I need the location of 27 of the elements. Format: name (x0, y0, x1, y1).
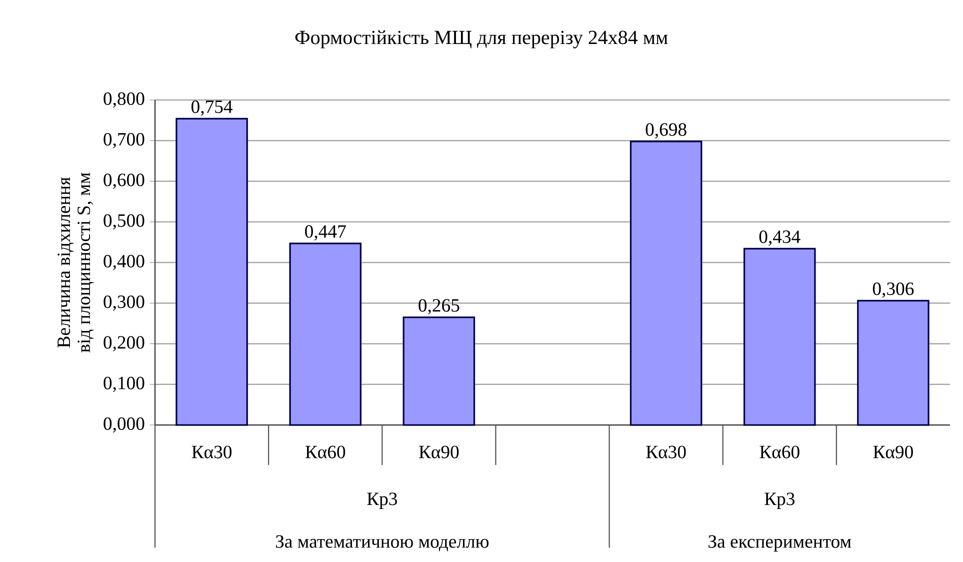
y-tick-label: 0,000 (104, 417, 144, 433)
data-label: 0,434 (759, 230, 800, 246)
data-label: 0,754 (192, 100, 233, 116)
y-tick-label: 0,800 (104, 92, 144, 108)
y-axis-title: Величина відхилення від площинності S, мм (58, 172, 94, 352)
x-tick-label: Кα30 (646, 446, 686, 458)
x-tick-label: Кα90 (419, 446, 459, 458)
y-tick-label: 0,700 (104, 132, 144, 148)
data-label: 0,265 (418, 299, 460, 314)
x-tick-label: Кα30 (192, 446, 232, 458)
text: Кр3 (764, 492, 794, 509)
data-label: 0,306 (872, 282, 914, 298)
x-tick-label: Кα60 (760, 446, 800, 458)
data-label: 0,447 (305, 225, 346, 240)
y-tick-label: 0,200 (104, 336, 144, 352)
y-tick-label: 0,100 (104, 376, 144, 392)
y-tick-label: 0,300 (104, 295, 144, 311)
y-tick-label: 0,400 (104, 254, 144, 270)
text: За математичною моделлю (276, 535, 489, 552)
x-tick-label: Кα90 (873, 446, 913, 458)
chart-title: Формостійкість МЩ для перерізу 24х84 мм (295, 30, 668, 48)
x-tick-label: Кα60 (305, 446, 346, 458)
y-tick-label: 0,600 (104, 174, 144, 189)
y-tick-label: 0,500 (104, 214, 144, 230)
data-label: 0,698 (646, 123, 686, 138)
text: За експериментом (708, 535, 852, 552)
text: Кр3 (367, 492, 397, 509)
